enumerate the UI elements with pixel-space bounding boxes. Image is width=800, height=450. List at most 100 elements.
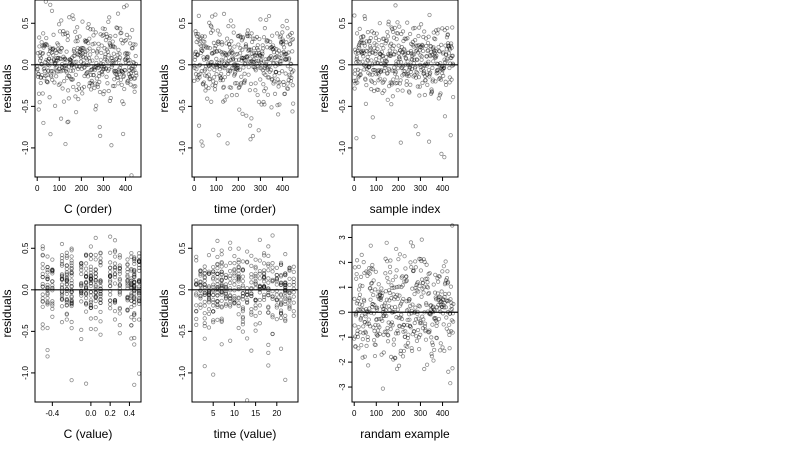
data-point (199, 69, 204, 74)
data-point (59, 18, 64, 23)
data-point (415, 280, 420, 285)
data-point (102, 26, 107, 32)
data-point (394, 268, 399, 273)
data-point (245, 300, 250, 306)
data-point (413, 124, 418, 129)
data-point (424, 262, 429, 267)
data-point (206, 292, 212, 297)
data-point (87, 59, 93, 64)
data-point (410, 332, 415, 337)
data-point (45, 285, 50, 290)
data-point (407, 67, 412, 72)
data-point (226, 71, 231, 77)
data-point (245, 292, 250, 297)
plot-frame (34, 0, 142, 178)
data-point (424, 43, 429, 49)
data-point (129, 323, 134, 328)
x-tick-label: 300 (97, 184, 111, 193)
data-point (278, 39, 284, 45)
data-point (442, 300, 447, 305)
data-point (116, 67, 121, 72)
data-point (36, 107, 41, 112)
data-point (373, 51, 378, 56)
data-point (79, 265, 84, 270)
data-point (59, 304, 65, 309)
data-point (408, 325, 413, 330)
data-point (356, 324, 361, 330)
data-point (52, 80, 57, 85)
data-point (40, 299, 45, 304)
data-point (373, 57, 379, 62)
data-point (207, 67, 212, 72)
data-point (209, 99, 214, 104)
data-point (437, 306, 442, 311)
data-point (94, 103, 99, 108)
data-point (214, 72, 219, 77)
data-point (360, 48, 366, 53)
data-point (406, 298, 411, 304)
data-point (194, 278, 199, 283)
data-point (437, 76, 442, 81)
data-point (98, 297, 103, 302)
data-point (360, 283, 365, 289)
data-point (75, 45, 80, 51)
data-point (445, 41, 451, 46)
data-point (283, 57, 288, 62)
data-point (206, 63, 212, 68)
data-point (197, 42, 202, 47)
data-point (391, 52, 396, 57)
data-point (100, 67, 106, 72)
data-point (59, 296, 65, 301)
data-point (407, 297, 412, 302)
data-point (425, 280, 430, 285)
data-point (262, 66, 267, 71)
data-point (198, 305, 203, 310)
data-point (270, 269, 275, 274)
data-point (285, 26, 290, 31)
data-point (69, 281, 74, 286)
data-point (422, 74, 428, 79)
data-point (261, 275, 267, 280)
data-point (358, 72, 363, 77)
data-point (129, 336, 134, 341)
data-point (283, 290, 288, 295)
data-point (266, 363, 271, 368)
data-point (449, 41, 454, 46)
data-point (54, 74, 59, 79)
data-point (274, 69, 279, 74)
data-point (399, 316, 405, 322)
data-point (40, 296, 45, 301)
data-point (206, 311, 212, 316)
data-point (38, 56, 44, 61)
data-point (127, 35, 132, 40)
data-point (192, 65, 197, 70)
data-point (353, 81, 358, 86)
data-point (416, 43, 421, 48)
data-point (373, 322, 378, 328)
data-point (257, 284, 262, 289)
data-point (97, 124, 102, 130)
data-point (387, 43, 393, 48)
data-point (62, 79, 67, 84)
data-point (387, 68, 392, 73)
data-point (403, 36, 408, 42)
data-point (209, 59, 214, 65)
data-point (433, 272, 438, 277)
data-point (221, 11, 227, 16)
data-point (393, 3, 398, 8)
data-point (441, 305, 447, 310)
data-point (377, 76, 383, 81)
data-point (240, 278, 245, 284)
data-point (40, 292, 45, 297)
data-point (70, 77, 75, 82)
data-point (258, 17, 263, 22)
data-point (215, 302, 220, 308)
data-point (79, 45, 84, 51)
data-point (283, 294, 288, 299)
data-point (136, 259, 142, 264)
data-point (236, 246, 241, 251)
data-point (283, 283, 288, 288)
data-point (236, 277, 241, 282)
data-point (283, 271, 288, 276)
data-point (88, 273, 93, 278)
